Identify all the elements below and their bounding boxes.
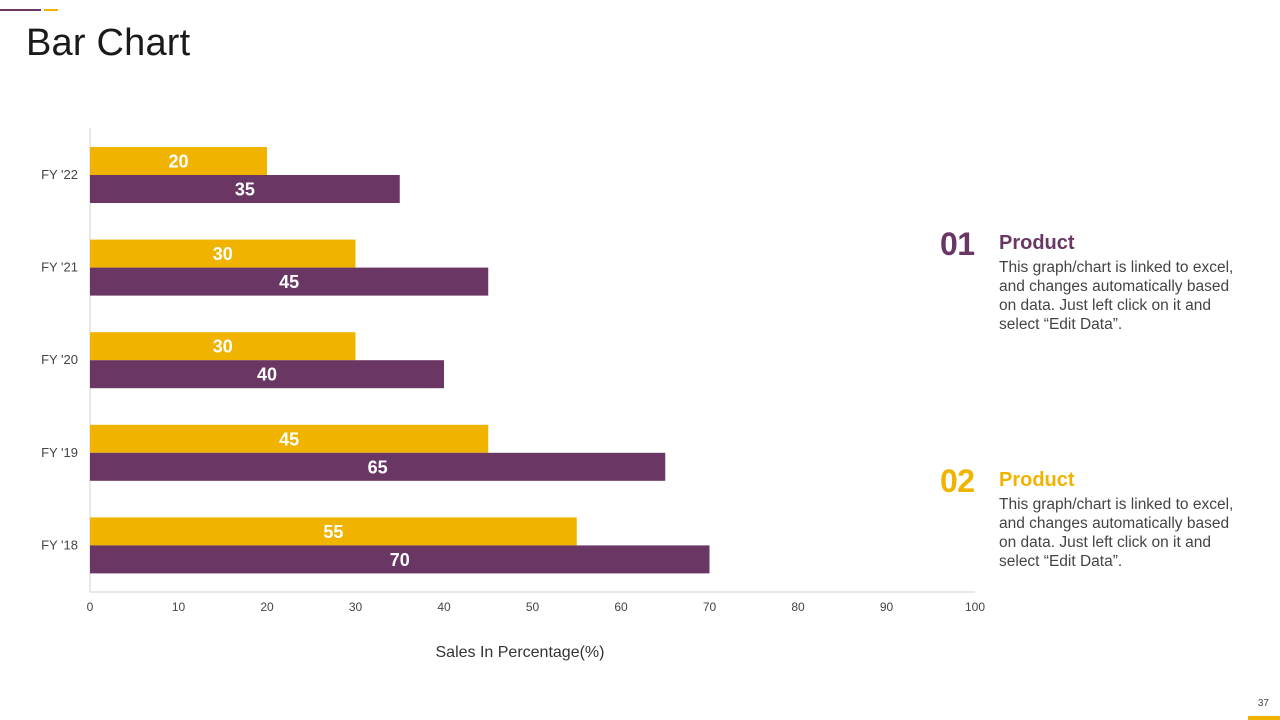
- x-axis-tick-label: 80: [791, 600, 805, 614]
- x-axis-tick-label: 10: [172, 600, 186, 614]
- y-axis-label: FY '20: [41, 352, 78, 367]
- bar-data-label: 40: [257, 365, 277, 385]
- legend-title: Product: [999, 469, 1075, 491]
- x-axis-tick-label: 40: [437, 600, 451, 614]
- x-axis-tick-label: 30: [349, 600, 363, 614]
- bar-data-label: 35: [235, 180, 255, 200]
- bar-yellow: [90, 332, 356, 361]
- slide-title: Bar Chart: [26, 22, 191, 64]
- x-axis-tick-label: 20: [260, 600, 274, 614]
- bar-data-label: 45: [279, 272, 299, 292]
- x-axis-tick-label: 60: [614, 600, 628, 614]
- legend-description: This graph/chart is linked to excel, and…: [999, 259, 1234, 333]
- page-number: 37: [1257, 698, 1269, 709]
- bar-yellow: [90, 517, 577, 546]
- bar-data-label: 65: [368, 457, 388, 477]
- bar-data-label: 45: [279, 429, 299, 449]
- y-axis-label: FY '21: [41, 260, 78, 275]
- legend-number: 02: [940, 463, 975, 499]
- bar-data-label: 70: [390, 550, 410, 570]
- bar-purple: [90, 360, 444, 389]
- bar-purple: [90, 175, 400, 203]
- bar-yellow: [90, 147, 267, 175]
- y-axis-label: FY '22: [41, 167, 78, 182]
- x-axis-ticks: 0 10 20 30 40 50 60 70 80 90 100: [87, 600, 986, 614]
- bars-group: 20 35 30 45 30 40 45 65 55 70: [90, 147, 710, 574]
- legend-title: Product: [999, 232, 1075, 254]
- bar-purple: [90, 545, 710, 574]
- x-axis-tick-label: 50: [526, 600, 540, 614]
- page-number-underline: [1248, 716, 1280, 720]
- accent-line-yellow: [44, 9, 58, 11]
- bar-yellow: [90, 424, 489, 453]
- bar-purple: [90, 452, 666, 481]
- bar-purple: [90, 267, 489, 296]
- legend-number: 01: [940, 226, 975, 262]
- accent-line-purple: [0, 9, 41, 11]
- x-axis-tick-label: 0: [87, 600, 94, 614]
- x-axis-tick-label: 90: [880, 600, 894, 614]
- x-axis-title: Sales In Percentage(%): [436, 644, 605, 661]
- y-axis-labels: FY '22 FY '21 FY '20 FY '19 FY '18: [41, 167, 78, 552]
- y-axis-label: FY '18: [41, 537, 78, 552]
- x-axis-tick-label: 70: [703, 600, 717, 614]
- bar-data-label: 55: [323, 522, 343, 542]
- bar-data-label: 30: [213, 337, 233, 357]
- bar-data-label: 20: [168, 152, 188, 172]
- legend-description: This graph/chart is linked to excel, and…: [999, 496, 1234, 570]
- bar-data-label: 30: [213, 244, 233, 264]
- bar-yellow: [90, 239, 356, 268]
- y-axis-label: FY '19: [41, 445, 78, 460]
- x-axis-tick-label: 100: [965, 600, 985, 614]
